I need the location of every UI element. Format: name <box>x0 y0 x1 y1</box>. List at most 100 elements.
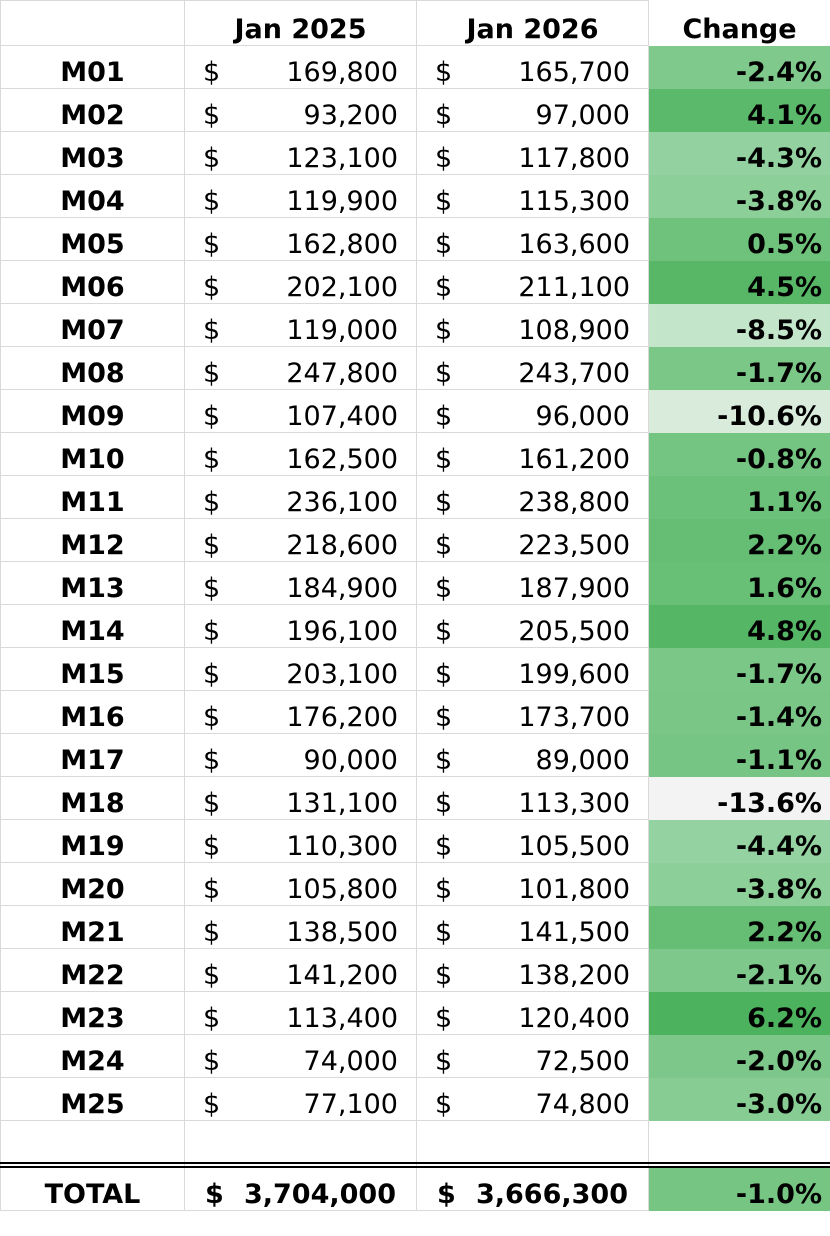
change-cell[interactable]: 2.2% <box>648 905 830 949</box>
change-cell[interactable]: 4.1% <box>648 88 830 132</box>
jan-2026-cell[interactable]: $187,900 <box>416 561 649 605</box>
jan-2026-cell[interactable]: $243,700 <box>416 346 649 390</box>
jan-2026-cell[interactable]: $223,500 <box>416 518 649 562</box>
jan-2025-cell[interactable]: $202,100 <box>184 260 417 304</box>
change-cell[interactable]: -1.7% <box>648 647 830 691</box>
jan-2026-cell[interactable]: $74,800 <box>416 1077 649 1121</box>
row-code[interactable]: M18 <box>0 776 185 820</box>
jan-2025-cell[interactable]: $113,400 <box>184 991 417 1035</box>
jan-2025-cell[interactable]: $236,100 <box>184 475 417 519</box>
jan-2025-cell[interactable]: $138,500 <box>184 905 417 949</box>
row-code[interactable]: M24 <box>0 1034 185 1078</box>
change-cell[interactable]: -2.1% <box>648 948 830 992</box>
row-code[interactable]: M03 <box>0 131 185 175</box>
change-cell[interactable]: -3.8% <box>648 174 830 218</box>
row-code[interactable]: M12 <box>0 518 185 562</box>
change-cell[interactable]: -13.6% <box>648 776 830 820</box>
jan-2025-cell[interactable]: $93,200 <box>184 88 417 132</box>
jan-2025-cell[interactable]: $110,300 <box>184 819 417 863</box>
jan-2026-cell[interactable]: $211,100 <box>416 260 649 304</box>
row-code[interactable]: M09 <box>0 389 185 433</box>
jan-2026-cell[interactable]: $105,500 <box>416 819 649 863</box>
change-cell[interactable]: 0.5% <box>648 217 830 261</box>
row-code[interactable]: M16 <box>0 690 185 734</box>
row-code[interactable]: M10 <box>0 432 185 476</box>
empty-cell[interactable] <box>416 1120 649 1163</box>
jan-2025-cell[interactable]: $141,200 <box>184 948 417 992</box>
row-code[interactable]: M01 <box>0 45 185 89</box>
jan-2025-cell[interactable]: $119,900 <box>184 174 417 218</box>
jan-2026-cell[interactable]: $205,500 <box>416 604 649 648</box>
jan-2025-cell[interactable]: $162,800 <box>184 217 417 261</box>
jan-2025-cell[interactable]: $247,800 <box>184 346 417 390</box>
jan-2025-cell[interactable]: $119,000 <box>184 303 417 347</box>
change-cell[interactable]: -2.4% <box>648 45 830 89</box>
jan-2026-cell[interactable]: $108,900 <box>416 303 649 347</box>
header-change[interactable]: Change <box>648 0 830 46</box>
row-code[interactable]: M02 <box>0 88 185 132</box>
total-jan-2026[interactable]: $3,666,300 <box>416 1166 649 1211</box>
jan-2026-cell[interactable]: $89,000 <box>416 733 649 777</box>
jan-2026-cell[interactable]: $120,400 <box>416 991 649 1035</box>
row-code[interactable]: M21 <box>0 905 185 949</box>
jan-2026-cell[interactable]: $165,700 <box>416 45 649 89</box>
jan-2025-cell[interactable]: $90,000 <box>184 733 417 777</box>
jan-2025-cell[interactable]: $74,000 <box>184 1034 417 1078</box>
change-cell[interactable]: -10.6% <box>648 389 830 433</box>
jan-2026-cell[interactable]: $138,200 <box>416 948 649 992</box>
change-cell[interactable]: 1.6% <box>648 561 830 605</box>
jan-2026-cell[interactable]: $117,800 <box>416 131 649 175</box>
row-code[interactable]: M20 <box>0 862 185 906</box>
change-cell[interactable]: -2.0% <box>648 1034 830 1078</box>
empty-cell[interactable] <box>184 1120 417 1163</box>
change-cell[interactable]: -1.4% <box>648 690 830 734</box>
header-code[interactable] <box>0 0 185 46</box>
row-code[interactable]: M06 <box>0 260 185 304</box>
jan-2026-cell[interactable]: $96,000 <box>416 389 649 433</box>
row-code[interactable]: M19 <box>0 819 185 863</box>
row-code[interactable]: M23 <box>0 991 185 1035</box>
jan-2025-cell[interactable]: $196,100 <box>184 604 417 648</box>
change-cell[interactable]: 2.2% <box>648 518 830 562</box>
row-code[interactable]: M13 <box>0 561 185 605</box>
jan-2025-cell[interactable]: $105,800 <box>184 862 417 906</box>
jan-2026-cell[interactable]: $199,600 <box>416 647 649 691</box>
row-code[interactable]: M07 <box>0 303 185 347</box>
jan-2025-cell[interactable]: $169,800 <box>184 45 417 89</box>
row-code[interactable]: M11 <box>0 475 185 519</box>
change-cell[interactable]: 4.5% <box>648 260 830 304</box>
change-cell[interactable]: -3.8% <box>648 862 830 906</box>
change-cell[interactable]: -4.3% <box>648 131 830 175</box>
empty-cell[interactable] <box>0 1120 185 1163</box>
total-label[interactable]: TOTAL <box>0 1166 185 1211</box>
change-cell[interactable]: -3.0% <box>648 1077 830 1121</box>
header-jan-2026[interactable]: Jan 2026 <box>416 0 649 46</box>
change-cell[interactable]: -1.7% <box>648 346 830 390</box>
row-code[interactable]: M04 <box>0 174 185 218</box>
total-jan-2025[interactable]: $3,704,000 <box>184 1166 417 1211</box>
jan-2025-cell[interactable]: $184,900 <box>184 561 417 605</box>
change-cell[interactable]: -4.4% <box>648 819 830 863</box>
jan-2026-cell[interactable]: $101,800 <box>416 862 649 906</box>
jan-2026-cell[interactable]: $161,200 <box>416 432 649 476</box>
header-jan-2025[interactable]: Jan 2025 <box>184 0 417 46</box>
change-cell[interactable]: -1.1% <box>648 733 830 777</box>
jan-2026-cell[interactable]: $238,800 <box>416 475 649 519</box>
total-change[interactable]: -1.0% <box>648 1166 830 1211</box>
jan-2026-cell[interactable]: $173,700 <box>416 690 649 734</box>
empty-cell[interactable] <box>648 1120 830 1163</box>
row-code[interactable]: M17 <box>0 733 185 777</box>
jan-2025-cell[interactable]: $77,100 <box>184 1077 417 1121</box>
jan-2025-cell[interactable]: $176,200 <box>184 690 417 734</box>
change-cell[interactable]: -0.8% <box>648 432 830 476</box>
jan-2026-cell[interactable]: $97,000 <box>416 88 649 132</box>
row-code[interactable]: M25 <box>0 1077 185 1121</box>
jan-2026-cell[interactable]: $115,300 <box>416 174 649 218</box>
row-code[interactable]: M14 <box>0 604 185 648</box>
jan-2025-cell[interactable]: $123,100 <box>184 131 417 175</box>
change-cell[interactable]: 4.8% <box>648 604 830 648</box>
jan-2026-cell[interactable]: $163,600 <box>416 217 649 261</box>
change-cell[interactable]: -8.5% <box>648 303 830 347</box>
jan-2026-cell[interactable]: $113,300 <box>416 776 649 820</box>
jan-2025-cell[interactable]: $131,100 <box>184 776 417 820</box>
